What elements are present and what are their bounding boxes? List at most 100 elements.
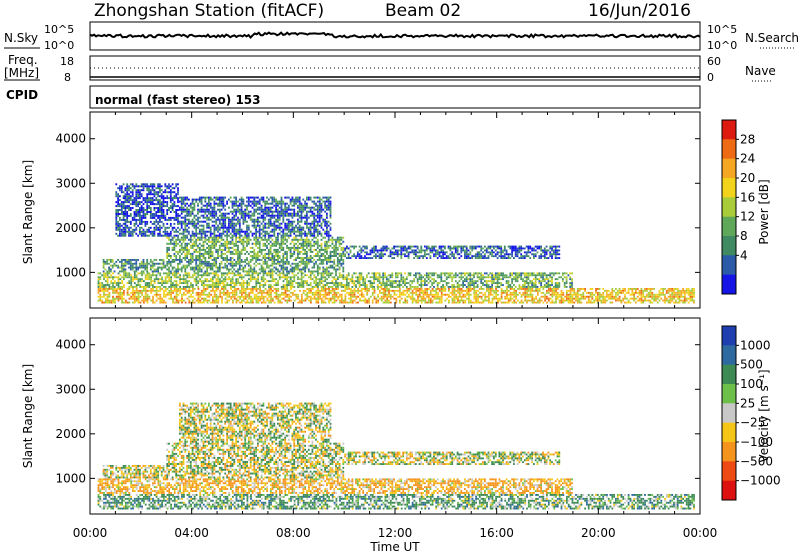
- heatmap-cell: [347, 278, 350, 281]
- heatmap-cell: [295, 236, 297, 239]
- heatmap-cell: [302, 240, 305, 243]
- heatmap-cell: [284, 289, 287, 292]
- heatmap-cell: [538, 282, 541, 284]
- heatmap-cell: [545, 278, 548, 281]
- heatmap-cell: [269, 259, 272, 261]
- heatmap-cell: [180, 200, 183, 203]
- heatmap-cell: [422, 255, 424, 258]
- heatmap-cell: [388, 291, 390, 294]
- heatmap-cell: [509, 253, 512, 256]
- heatmap-cell: [385, 276, 388, 279]
- heatmap-cell: [190, 276, 192, 279]
- heatmap-cell: [113, 264, 116, 267]
- heatmap-cell: [516, 251, 519, 254]
- heatmap-cell: [222, 284, 225, 286]
- heatmap-cell: [655, 297, 657, 300]
- heatmap-cell: [291, 252, 294, 255]
- heatmap-cell: [369, 253, 372, 256]
- heatmap-cell: [496, 284, 499, 286]
- heatmap-cell: [193, 272, 196, 275]
- heatmap-cell: [658, 291, 661, 294]
- heatmap-cell: [563, 282, 566, 284]
- heatmap-cell: [161, 282, 163, 284]
- heatmap-cell: [333, 284, 336, 286]
- heatmap-cell: [320, 299, 323, 302]
- heatmap-cell: [571, 293, 574, 296]
- heatmap-cell: [320, 260, 323, 263]
- heatmap-cell: [320, 242, 323, 245]
- heatmap-cell: [531, 295, 534, 298]
- heatmap-cell: [340, 255, 343, 257]
- heatmap-cell: [378, 253, 381, 256]
- heatmap-cell: [540, 295, 543, 298]
- heatmap-cell: [162, 272, 165, 275]
- heatmap-cell: [213, 270, 216, 273]
- heatmap-cell: [556, 286, 559, 288]
- heatmap-cell: [257, 301, 260, 304]
- heatmap-cell: [143, 299, 145, 302]
- heatmap-cell: [231, 276, 234, 279]
- heatmap-cell: [170, 272, 172, 275]
- heatmap-cell: [638, 299, 641, 302]
- heatmap-cell: [213, 244, 216, 247]
- heatmap-cell: [448, 301, 450, 304]
- heatmap-cell: [315, 240, 317, 243]
- heatmap-cell: [161, 280, 163, 283]
- heatmap-cell: [281, 297, 283, 300]
- heatmap-cell: [368, 299, 370, 302]
- heatmap-cell: [396, 284, 399, 286]
- heatmap-cell: [144, 295, 147, 298]
- heatmap-cell: [266, 246, 268, 249]
- heatmap-cell: [302, 291, 305, 294]
- heatmap-cell: [198, 257, 201, 259]
- heatmap-cell: [555, 299, 557, 302]
- heatmap-cell: [377, 293, 379, 296]
- heatmap-cell: [289, 252, 292, 255]
- heatmap-cell: [213, 246, 216, 249]
- heatmap-cell: [556, 282, 559, 284]
- heatmap-cell: [449, 272, 452, 275]
- heatmap-cell: [157, 270, 159, 273]
- heatmap-cell: [235, 299, 238, 302]
- heatmap-cell: [404, 245, 406, 248]
- heatmap-cell: [212, 297, 214, 300]
- heatmap-cell: [458, 276, 461, 279]
- heatmap-cell: [480, 282, 483, 284]
- heatmap-cell: [346, 278, 348, 281]
- heatmap-cell: [425, 276, 428, 279]
- heatmap-cell: [316, 240, 319, 243]
- heatmap-cell: [569, 284, 572, 286]
- heatmap-cell: [120, 262, 123, 265]
- heatmap-cell: [123, 289, 125, 292]
- heatmap-cell: [391, 282, 394, 284]
- heatmap-cell: [428, 288, 430, 290]
- heatmap-cell: [266, 252, 268, 255]
- heatmap-cell: [513, 291, 516, 294]
- heatmap-cell: [135, 297, 138, 300]
- heatmap-cell: [202, 272, 205, 275]
- heatmap-cell: [217, 274, 220, 277]
- heatmap-cell: [213, 257, 216, 259]
- heatmap-cell: [299, 301, 301, 304]
- heatmap-cell: [636, 288, 639, 290]
- heatmap-cell: [353, 255, 355, 258]
- heatmap-cell: [407, 247, 410, 250]
- heatmap-cell: [471, 257, 474, 259]
- heatmap-cell: [184, 246, 187, 249]
- heatmap-cell: [451, 293, 454, 296]
- heatmap-cell: [220, 274, 223, 277]
- heatmap-cell: [146, 293, 149, 296]
- heatmap-cell: [484, 255, 486, 258]
- heatmap-cell: [609, 295, 612, 298]
- heatmap-cell: [275, 289, 278, 292]
- heatmap-cell: [288, 272, 290, 275]
- heatmap-cell: [180, 268, 183, 271]
- heatmap-cell: [360, 247, 363, 250]
- heatmap-cell: [420, 247, 423, 250]
- heatmap-cell: [440, 293, 443, 296]
- heatmap-cell: [117, 276, 120, 279]
- heatmap-cell: [505, 249, 508, 252]
- heatmap-cell: [271, 238, 274, 241]
- heatmap-cell: [316, 250, 319, 253]
- heatmap-cell: [282, 270, 285, 273]
